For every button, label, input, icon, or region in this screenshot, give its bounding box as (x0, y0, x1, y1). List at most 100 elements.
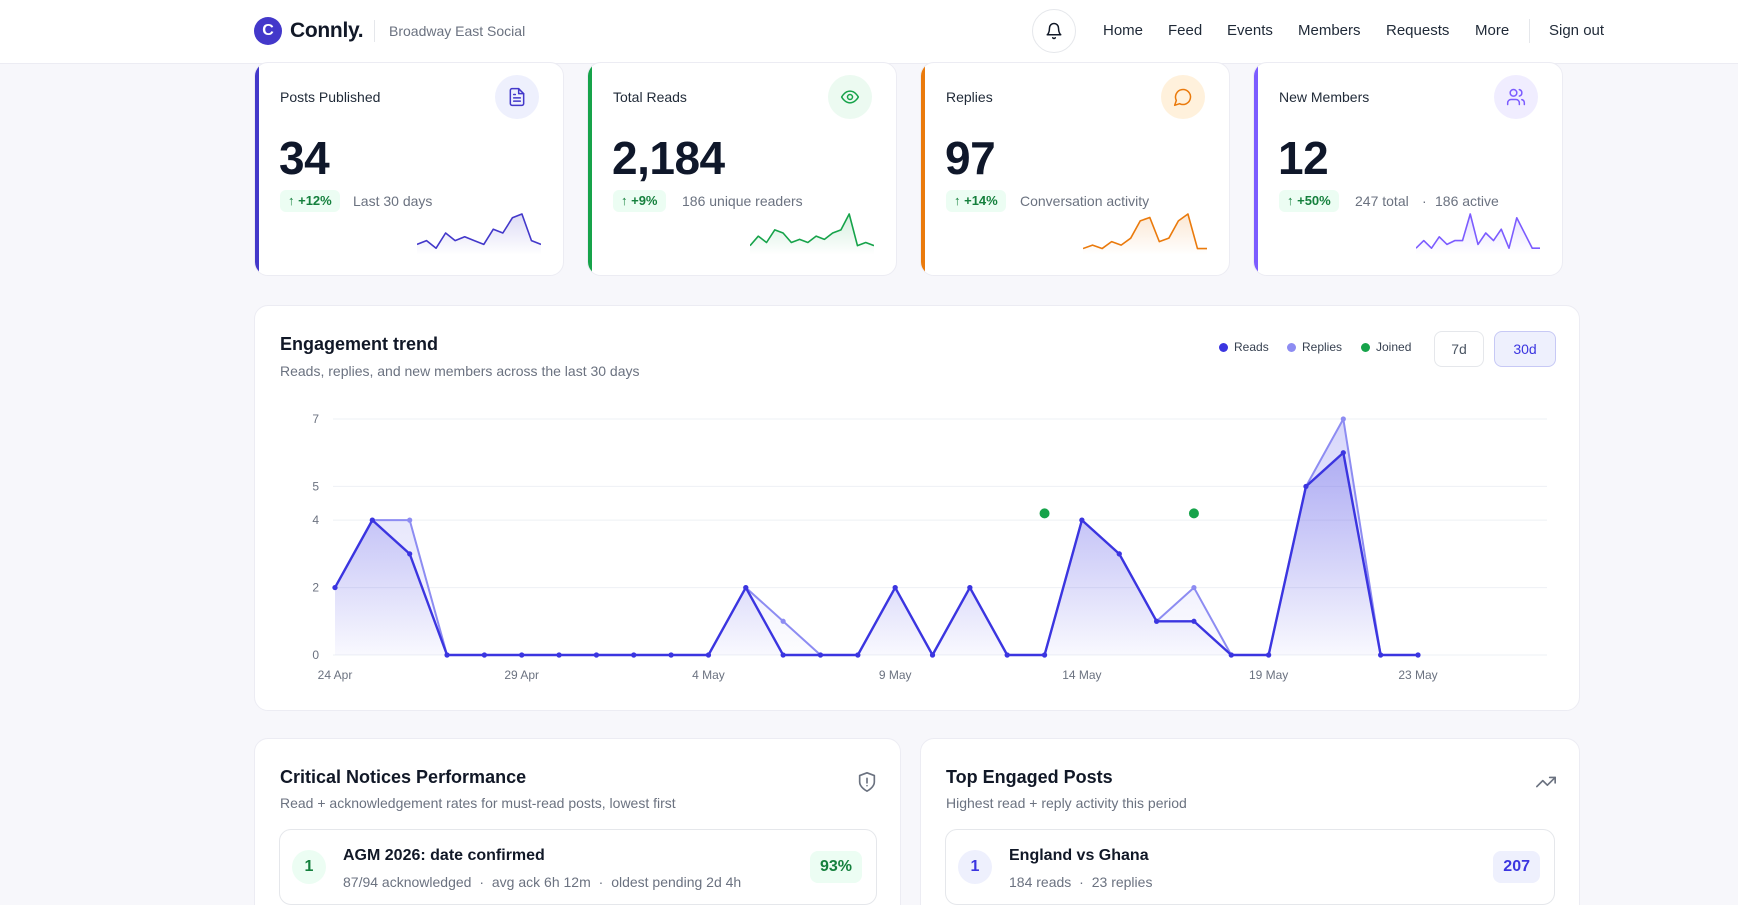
reads-point (1191, 618, 1197, 624)
stat-note: 186 unique readers (682, 193, 803, 209)
divider (1529, 19, 1530, 43)
stat-value: 97 (945, 132, 996, 184)
x-tick-label: 29 Apr (504, 668, 539, 682)
reads-point (369, 517, 375, 523)
notice-meta: 87/94 acknowledged · avg ack 6h 12m · ol… (343, 874, 741, 890)
post-row[interactable]: 1 England vs Ghana 184 reads · 23 replie… (945, 829, 1555, 905)
sparkline-line (417, 213, 541, 250)
accent-bar (255, 63, 259, 275)
reads-point (668, 652, 674, 658)
reads-point (1415, 652, 1421, 658)
nav-events[interactable]: Events (1227, 22, 1273, 39)
sparkline (750, 213, 874, 255)
separator-dot: · (1079, 874, 1084, 890)
legend-dot (1287, 342, 1296, 352)
reads-area (335, 452, 1418, 655)
reads-point (855, 652, 861, 658)
legend-replies[interactable]: Replies (1287, 340, 1342, 354)
stat-label: New Members (1279, 89, 1370, 105)
reads-point (631, 652, 637, 658)
reads-point (1266, 652, 1272, 658)
reads-point (1340, 450, 1346, 456)
reads-point (1228, 652, 1234, 658)
avg-ack-time: avg ack 6h 12m (491, 874, 591, 890)
reads-point (1004, 652, 1010, 658)
reads-point (1079, 517, 1085, 523)
legend-dot (1361, 342, 1370, 352)
sparkline (417, 213, 541, 255)
joined-point (1039, 508, 1050, 519)
reads-point (444, 652, 450, 658)
stat-value: 2,184 (612, 132, 725, 184)
document-icon (495, 75, 539, 119)
nav-members[interactable]: Members (1298, 22, 1361, 39)
notice-row[interactable]: 1 AGM 2026: date confirmed 87/94 acknowl… (279, 829, 877, 905)
x-tick-label: 14 May (1062, 668, 1101, 682)
engagement-score-badge: 207 (1493, 851, 1540, 883)
replies-point (780, 618, 786, 624)
reads-point (519, 652, 525, 658)
stat-card-total-reads: Total Reads 2,184 ↑ +9% 186 unique reade… (587, 62, 897, 276)
legend-reads[interactable]: Reads (1219, 340, 1269, 354)
reads-point (705, 652, 712, 658)
reads-point (1303, 483, 1309, 490)
post-title: England vs Ghana (1009, 847, 1149, 864)
nav-more[interactable]: More (1475, 22, 1510, 39)
reads-point (1378, 652, 1384, 658)
eye-icon (828, 75, 872, 119)
reads-point (481, 652, 487, 658)
reads-point (1041, 652, 1048, 658)
stat-label: Replies (946, 89, 993, 105)
notifications-button[interactable] (1032, 9, 1076, 53)
sign-out-link[interactable]: Sign out (1549, 22, 1605, 39)
info-shield-icon (858, 772, 876, 792)
reads-point (407, 551, 413, 557)
top-engaged-posts-card: Top Engaged Posts Highest read + reply a… (920, 738, 1580, 905)
sparkline-line (1416, 213, 1540, 250)
x-tick-label: 19 May (1249, 668, 1288, 682)
rank-badge: 1 (292, 850, 326, 884)
reads-point (743, 584, 749, 591)
replies-point (1191, 584, 1197, 591)
nav-feed[interactable]: Feed (1168, 22, 1203, 39)
x-tick-label: 9 May (879, 668, 912, 682)
brand[interactable]: C Connly. (254, 17, 364, 45)
app-name: Connly. (290, 19, 364, 42)
stat-note-active: 186 active (1435, 193, 1499, 209)
sparkline-area (750, 214, 874, 255)
card-title: Engagement trend (280, 334, 439, 354)
legend-label: Joined (1376, 340, 1412, 354)
stat-note: Conversation activity (1020, 193, 1150, 209)
nav-home[interactable]: Home (1103, 22, 1144, 39)
engagement-trend-card: Engagement trend Reads, replies, and new… (254, 305, 1580, 711)
sparkline-area (1083, 214, 1207, 255)
card-title: Top Engaged Posts (946, 767, 1113, 787)
stat-note-total: 247 total (1355, 193, 1409, 209)
legend-joined[interactable]: Joined (1361, 340, 1411, 354)
range-7d-button[interactable]: 7d (1434, 331, 1484, 367)
range-30d-button[interactable]: 30d (1494, 331, 1556, 367)
community-name: Broadway East Social (389, 23, 526, 39)
stat-change-badge: ↑ +14% (946, 190, 1006, 212)
nav-requests[interactable]: Requests (1386, 22, 1450, 39)
rank-badge: 1 (958, 850, 992, 884)
trending-up-icon (1536, 776, 1556, 788)
stat-value: 12 (1278, 132, 1329, 184)
stat-card-posts-published: Posts Published 34 ↑ +12% Last 30 days (254, 62, 564, 276)
replies-point (407, 517, 413, 523)
card-subtitle: Highest read + reply activity this perio… (946, 795, 1187, 811)
stat-change-badge: ↑ +9% (613, 190, 666, 212)
reads-point (780, 652, 786, 658)
replies-point (1340, 416, 1346, 422)
reads-point (332, 584, 338, 591)
legend-label: Reads (1234, 340, 1269, 354)
stat-card-replies: Replies 97 ↑ +14% Conversation activity (920, 62, 1230, 276)
chat-icon (1161, 75, 1205, 119)
sparkline-line (1083, 213, 1207, 250)
top-navigation-bar: C Connly. Broadway East Social Home Feed… (0, 0, 1738, 64)
acknowledged-count: 87/94 acknowledged (343, 874, 472, 890)
notice-title: AGM 2026: date confirmed (343, 847, 545, 864)
engagement-line-chart: 0 2 4 5 7 24 Apr 29 Apr 4 May 9 May 14 May 19 May 2… (312, 412, 1547, 682)
reads-point (1116, 551, 1122, 557)
accent-bar (588, 63, 592, 275)
